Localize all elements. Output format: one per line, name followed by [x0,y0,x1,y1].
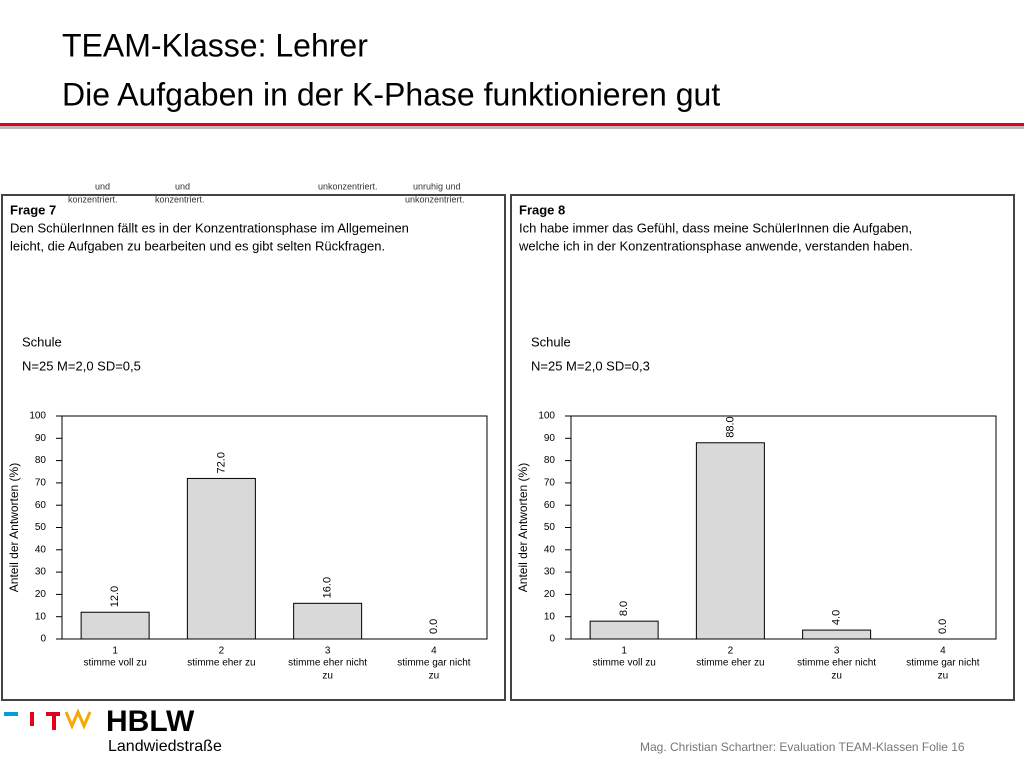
y-tick-label: 100 [29,411,46,422]
y-tick-label: 40 [544,544,556,555]
chart-title: Frage 8 [519,202,565,217]
cropped-text: konzentriert. [68,194,118,204]
plot-frame [61,415,488,640]
x-category-label: stimme voll zu [592,658,655,669]
x-category-label: zu [831,671,842,682]
value-label: 72.0 [215,452,227,473]
x-tick-label: 2 [219,646,225,657]
logo-icon [4,708,92,730]
chart-title: Frage 7 [10,202,56,217]
cropped-text: und [175,181,190,191]
y-axis-label: Anteil der Antworten (%) [7,463,21,592]
x-category-label: stimme eher zu [187,658,255,669]
group-label: Schule [531,334,571,349]
x-category-label: stimme voll zu [83,658,146,669]
title-rule-shadow [0,126,1024,129]
x-category-label: stimme eher zu [696,658,764,669]
question-text: welche ich in der Konzentrationsphase an… [518,238,913,253]
y-tick-label: 10 [35,611,47,622]
cropped-text: und [95,181,110,191]
value-label: 8.0 [618,601,630,616]
x-tick-label: 3 [325,646,331,657]
y-tick-label: 30 [35,567,47,578]
logo-subtext: Landwiedstraße [108,738,222,755]
slide-title: Die Aufgaben in der K-Phase funktioniere… [62,76,720,112]
question-text: leicht, die Aufgaben zu bearbeiten und e… [10,238,385,253]
y-tick-label: 40 [35,544,47,555]
x-category-label: zu [429,671,440,682]
stats-label: N=25 M=2,0 SD=0,5 [22,358,141,373]
x-category-label: stimme gar nicht [397,658,471,669]
x-category-label: stimme eher nicht [797,658,876,669]
bar [80,611,150,640]
value-label: 0.0 [428,619,440,634]
group-label: Schule [22,334,62,349]
y-axis-label: Anteil der Antworten (%) [516,463,530,592]
y-tick-label: 20 [544,589,556,600]
value-label: 16.0 [322,577,334,598]
y-tick-label: 80 [35,455,47,466]
y-tick-label: 100 [538,411,555,422]
y-tick-label: 60 [544,500,556,511]
logo-text: HBLW [106,705,195,738]
y-tick-label: 0 [549,634,555,645]
y-tick-label: 50 [35,522,47,533]
value-label: 12.0 [109,586,121,607]
title-rule [0,123,1024,126]
bar [293,602,363,640]
x-tick-label: 3 [834,646,840,657]
x-tick-label: 1 [112,646,118,657]
bar [186,477,256,640]
x-category-label: stimme gar nicht [906,658,980,669]
y-tick-label: 80 [544,455,556,466]
cropped-text: unkonzentriert. [405,194,465,204]
x-tick-label: 4 [940,646,946,657]
y-tick-label: 20 [35,589,47,600]
value-label: 0.0 [937,619,949,634]
y-tick-label: 10 [544,611,556,622]
x-tick-label: 1 [621,646,627,657]
bar [589,620,659,640]
x-category-label: stimme eher nicht [288,658,367,669]
footer: Mag. Christian Schartner: Evaluation TEA… [640,740,965,754]
cropped-text: konzentriert. [155,194,205,204]
y-tick-label: 90 [35,433,47,444]
y-tick-label: 70 [35,478,47,489]
stats-label: N=25 M=2,0 SD=0,3 [531,358,650,373]
value-label: 4.0 [831,610,843,625]
value-label: 88.0 [724,416,736,437]
bar [695,442,765,640]
y-tick-label: 50 [544,522,556,533]
y-tick-label: 70 [544,478,556,489]
y-tick-label: 30 [544,567,556,578]
y-tick-label: 90 [544,433,556,444]
x-category-label: zu [938,671,949,682]
y-tick-label: 0 [40,634,46,645]
question-text: Den SchülerInnen fällt es in der Konzent… [10,220,409,235]
question-text: Ich habe immer das Gefühl, dass meine Sc… [519,220,912,235]
cropped-text: unkonzentriert. [318,181,378,191]
y-tick-label: 60 [35,500,47,511]
bar [802,629,872,640]
x-tick-label: 2 [728,646,734,657]
slide-title: TEAM-Klasse: Lehrer [62,27,368,63]
x-category-label: zu [322,671,333,682]
cropped-text: unruhig und [413,181,461,191]
x-tick-label: 4 [431,646,437,657]
plot-frame [570,415,997,640]
